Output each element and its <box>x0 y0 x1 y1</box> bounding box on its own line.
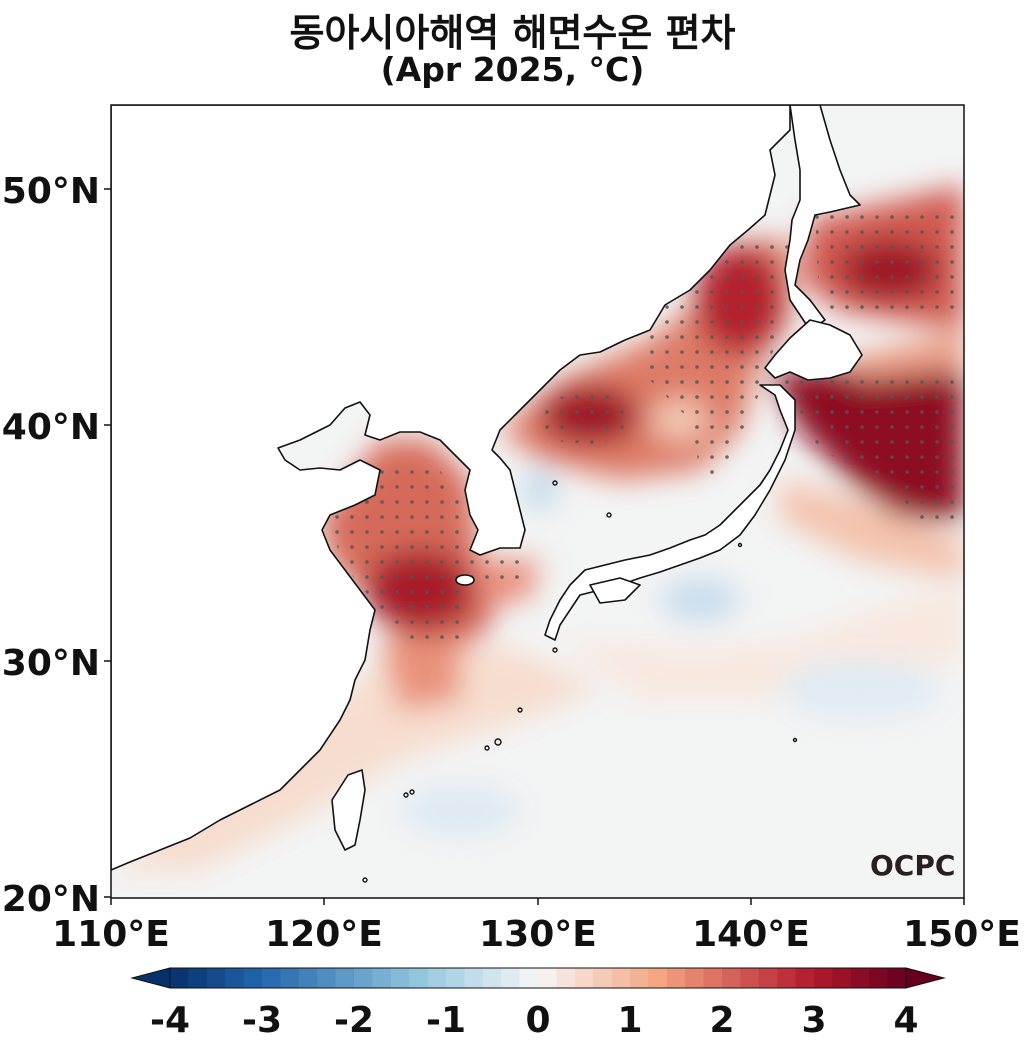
colorbar <box>130 967 946 989</box>
colorbar-extend-low <box>130 967 171 989</box>
colorbar-tick-label: 0 <box>525 1000 550 1041</box>
colorbar-segment <box>372 968 392 988</box>
colorbar-segment <box>482 968 502 988</box>
colorbar-segment <box>464 968 484 988</box>
colorbar-segment <box>795 968 815 988</box>
colorbar-segment <box>869 968 889 988</box>
colorbar-tick-label: -2 <box>334 1000 374 1041</box>
lon-tick-110: 110°E <box>52 914 170 955</box>
colorbar-frame <box>169 967 907 989</box>
colorbar-ticks: -4 -3 -2 -1 0 1 2 3 4 <box>150 1000 919 1041</box>
colorbar-tick-label: 4 <box>893 1000 918 1041</box>
ocpc-logo: OCPC <box>870 849 955 882</box>
colorbar-segment <box>170 968 189 988</box>
lat-tick-30: 30°N <box>2 643 100 684</box>
colorbar-segment <box>611 968 631 988</box>
colorbar-tick-label: 2 <box>709 1000 734 1041</box>
colorbar-segment <box>280 968 300 988</box>
colorbar-segment <box>887 968 907 988</box>
colorbar-segment <box>519 968 539 988</box>
lon-tick-130: 130°E <box>479 914 597 955</box>
colorbar-segment <box>740 968 760 988</box>
colorbar-segment <box>630 968 649 988</box>
longitude-axis: 110°E 120°E 130°E 140°E 150°E <box>52 898 1021 955</box>
colorbar-segment <box>685 968 705 988</box>
lon-tick-140: 140°E <box>692 914 810 955</box>
colorbar-segment <box>446 968 465 988</box>
colorbar-tick-label: -4 <box>150 1000 190 1041</box>
colorbar-segment <box>206 968 226 988</box>
colorbar-segment <box>409 968 429 988</box>
colorbar-segment <box>666 968 686 988</box>
colorbar-segment <box>427 968 447 988</box>
colorbar-segment <box>538 968 557 988</box>
latitude-axis: 50°N 40°N 30°N 20°N <box>2 171 111 920</box>
lat-tick-20: 20°N <box>2 879 100 920</box>
colorbar-segment <box>243 968 263 988</box>
colorbar-segment <box>593 968 613 988</box>
colorbar-tick-label: 3 <box>801 1000 826 1041</box>
colorbar-segment <box>574 968 594 988</box>
colorbar-segment <box>298 968 318 988</box>
logo-text: OCPC <box>870 849 955 882</box>
colorbar-segment <box>758 968 778 988</box>
colorbar-segment <box>225 968 245 988</box>
map-subtitle: (Apr 2025, °C) <box>380 50 645 89</box>
map-title: 동아시아해역 해면수온 편차 <box>289 11 736 55</box>
colorbar-segment <box>262 968 281 988</box>
lat-tick-40: 40°N <box>2 407 100 448</box>
colorbar-tick-label: 1 <box>617 1000 642 1041</box>
colorbar-segment <box>722 968 741 988</box>
colorbar-segment <box>390 968 410 988</box>
lon-tick-120: 120°E <box>265 914 383 955</box>
land-mask <box>111 105 863 871</box>
lon-tick-150: 150°E <box>903 914 1021 955</box>
colorbar-segment <box>850 968 870 988</box>
lat-tick-50: 50°N <box>2 171 100 212</box>
colorbar-tick-label: -3 <box>242 1000 282 1041</box>
colorbar-segment <box>777 968 797 988</box>
colorbar-tick-label: -1 <box>426 1000 466 1041</box>
colorbar-segment <box>832 968 852 988</box>
colorbar-segment <box>354 968 373 988</box>
colorbar-segment <box>188 968 208 988</box>
colorbar-segment <box>501 968 521 988</box>
colorbar-segment <box>335 968 355 988</box>
colorbar-segment <box>814 968 833 988</box>
colorbar-extend-high <box>905 967 946 989</box>
colorbar-segment <box>648 968 668 988</box>
colorbar-segment <box>317 968 337 988</box>
islands <box>362 480 798 883</box>
colorbar-segment <box>556 968 576 988</box>
colorbar-segment <box>703 968 723 988</box>
